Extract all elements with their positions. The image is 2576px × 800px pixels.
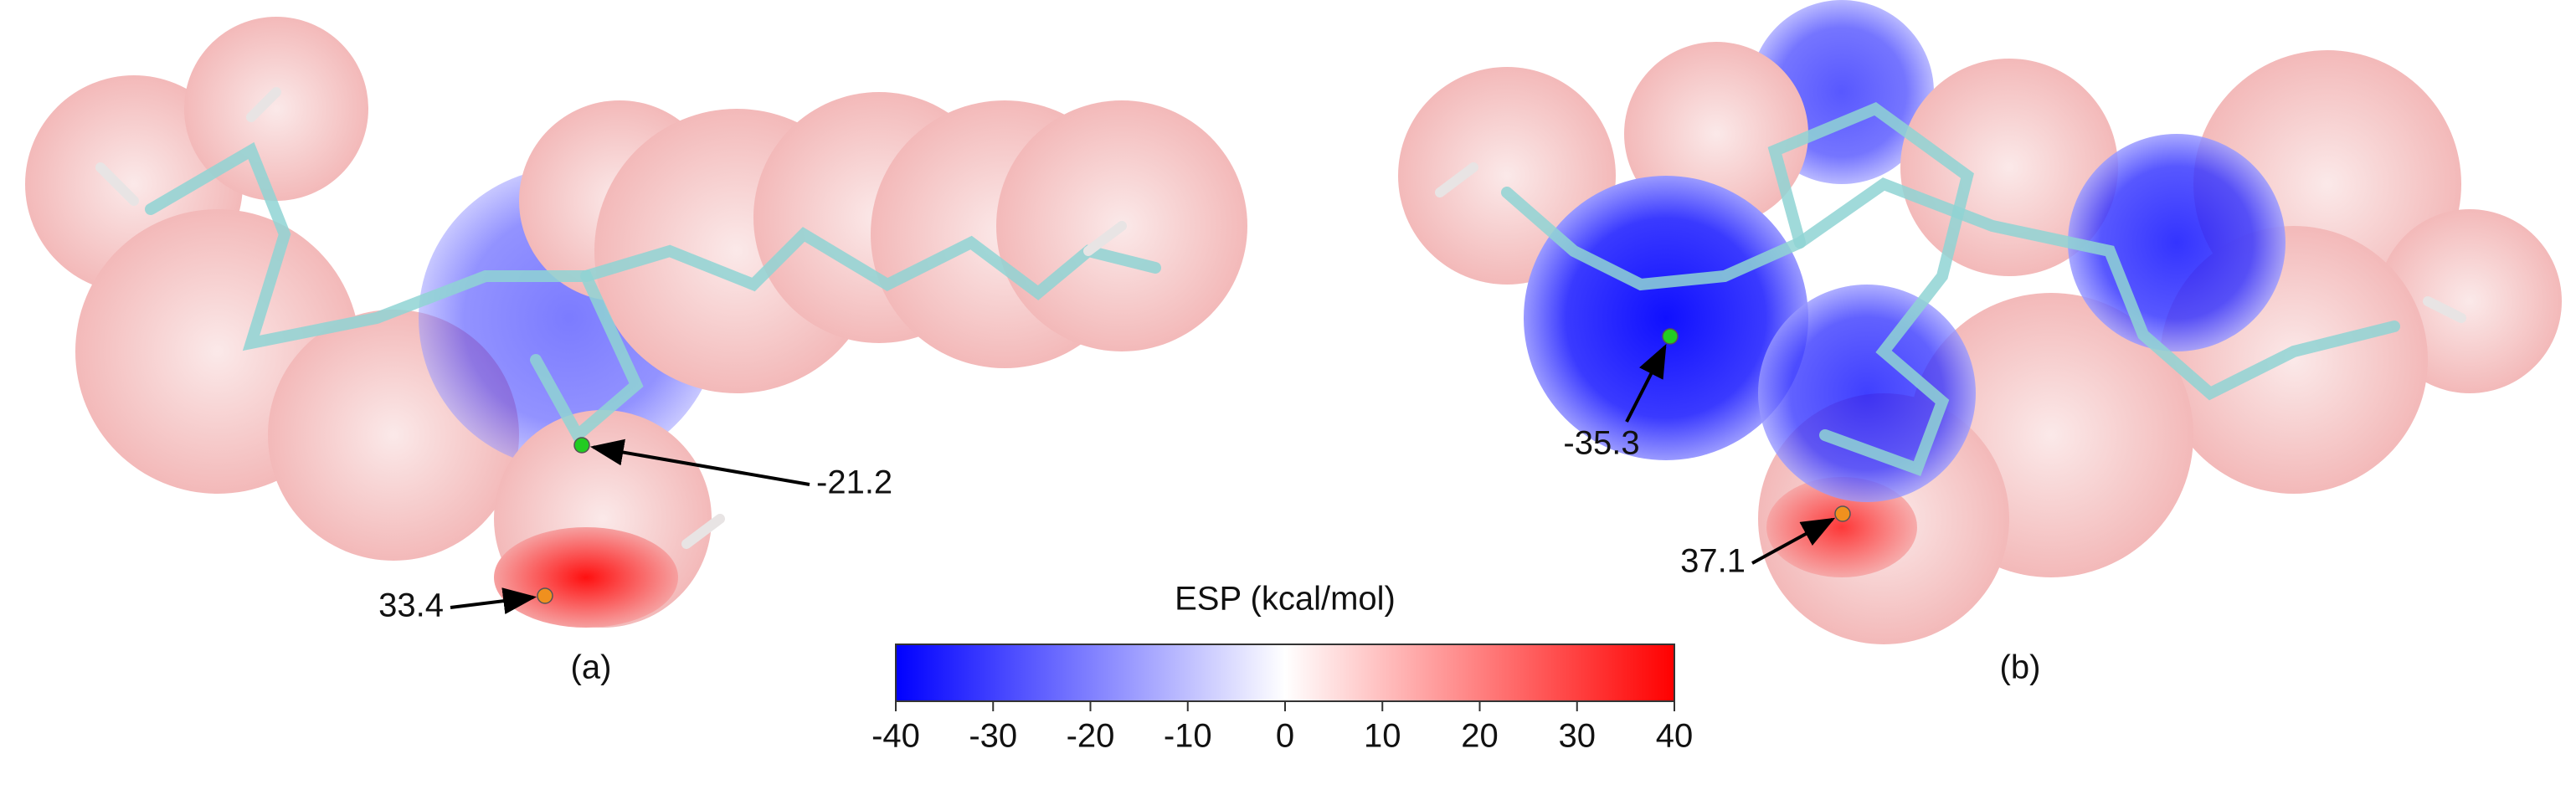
esp-point — [1834, 505, 1851, 522]
panel-label: (b) — [2000, 649, 2041, 686]
esp-value: 33.4 — [378, 587, 444, 624]
panel-label: (a) — [571, 649, 612, 686]
tick-label: 20 — [1461, 718, 1499, 755]
molecule-b — [1398, 0, 2562, 644]
tick-label: 10 — [1364, 718, 1401, 755]
arrow — [589, 438, 810, 486]
colorbar-ticks: -40 -30 -20 -10 0 10 20 30 40 — [872, 701, 1693, 755]
tick-label: -40 — [872, 718, 920, 755]
arrow — [1751, 517, 1836, 565]
arrow — [450, 587, 537, 615]
esp-point — [537, 587, 553, 604]
tick-label: 0 — [1276, 718, 1294, 755]
colorbar-title: ESP (kcal/mol) — [1175, 581, 1396, 618]
arrow — [1625, 343, 1667, 423]
tick-label: 30 — [1559, 718, 1597, 755]
tick-label: -30 — [969, 718, 1017, 755]
esp-value: -21.2 — [816, 464, 892, 501]
esp-point — [573, 437, 590, 454]
tick-label: -10 — [1164, 718, 1212, 755]
molecule-a — [25, 17, 1247, 628]
esp-value: 37.1 — [1680, 543, 1746, 580]
colorbar — [895, 644, 1675, 702]
esp-value: -35.3 — [1563, 425, 1639, 462]
tick-label: 40 — [1656, 718, 1694, 755]
esp-point — [1662, 328, 1679, 345]
tick-label: -20 — [1067, 718, 1115, 755]
annotations: -21.2 33.4 -35.3 37.1 — [378, 328, 1851, 624]
